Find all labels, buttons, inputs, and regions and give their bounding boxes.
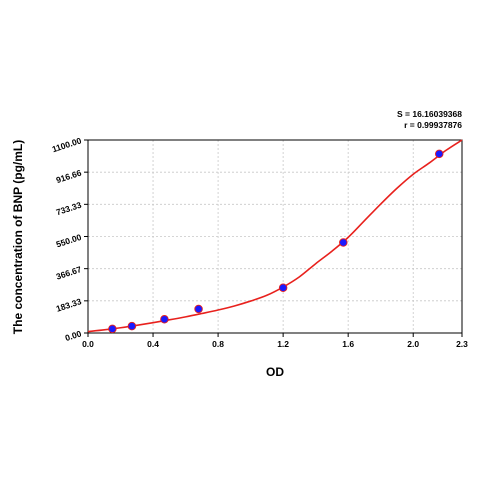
x-tick-label: 0.4	[147, 339, 159, 349]
data-point	[339, 238, 348, 247]
y-tick-label: 0.00	[64, 328, 83, 343]
stat-r: r = 0.99937876	[404, 120, 462, 130]
data-point	[160, 315, 169, 324]
data-points	[108, 149, 444, 334]
data-point	[278, 283, 288, 293]
data-point	[194, 304, 203, 314]
x-tick-label: 1.2	[277, 339, 289, 349]
y-axis-title: The concentration of BNP (pg/mL)	[11, 140, 25, 334]
x-tick-label: 0.8	[212, 339, 224, 349]
x-axis-title: OD	[266, 365, 284, 379]
x-tick-label: 2.0	[407, 339, 419, 349]
data-point	[108, 324, 117, 334]
x-tick-label: 0.0	[82, 339, 94, 349]
data-point	[127, 321, 137, 331]
x-tick-label: 1.6	[342, 339, 354, 349]
stat-s: S = 16.16039368	[397, 109, 462, 119]
data-point	[434, 149, 444, 159]
fit-curve	[87, 139, 463, 333]
x-tick-label: 2.3	[456, 339, 468, 349]
